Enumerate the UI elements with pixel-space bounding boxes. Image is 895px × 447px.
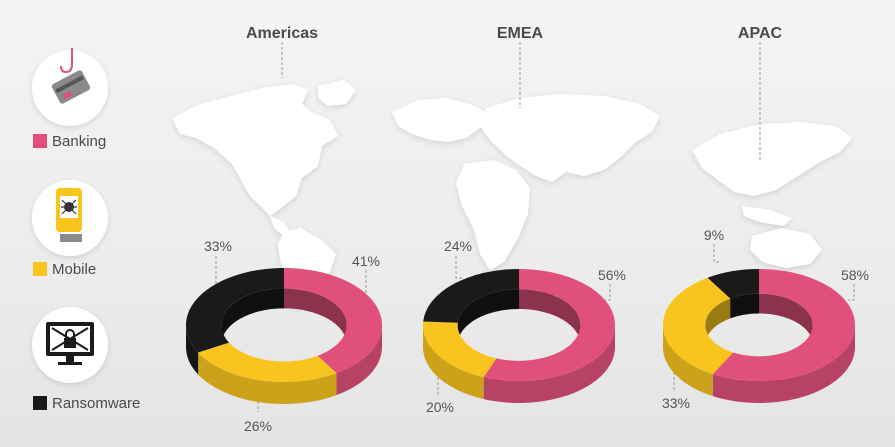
leader-apac-banking (848, 284, 855, 301)
greenland-landmass (318, 80, 356, 106)
legend-swatch-ransomware (33, 396, 47, 410)
donut-slice-ransomware (423, 269, 519, 323)
emea-mobile-label: 20% (426, 399, 454, 415)
donut-emea (422, 269, 616, 403)
legend-item-banking: Banking (32, 48, 108, 150)
donut-slice-mobile (198, 342, 337, 382)
emea-ransomware-label: 24% (444, 238, 472, 254)
donut-slice-ransomware (707, 269, 759, 299)
percent-labels: 41% 26% 33% 56% 20% 24% 58% 33% 9% (204, 227, 869, 434)
donut-apac (662, 269, 855, 403)
donut-inner-wall-ransomware (457, 289, 519, 343)
southeast-asia-islands (742, 206, 792, 226)
donut-slice-ransomware (186, 268, 284, 353)
legend-label-banking: Banking (52, 133, 106, 150)
donut-slice-banking (712, 269, 855, 381)
donut-slice-banking (284, 268, 382, 374)
americas-banking-label: 41% (352, 253, 380, 269)
locked-monitor-icon (46, 322, 94, 365)
donut-slice-banking (483, 269, 616, 381)
donut-inner-wall-banking (284, 288, 347, 345)
legend-label-mobile: Mobile (52, 261, 96, 278)
legend-swatch-banking (33, 134, 47, 148)
donut-inner-wall-banking (759, 293, 813, 345)
donut-side-mobile (198, 352, 337, 404)
region-title-emea: EMEA (497, 25, 544, 42)
legend-item-ransomware: Ransomware (32, 307, 140, 412)
donut-charts (186, 268, 855, 404)
phishing-card-icon (51, 48, 91, 104)
donut-inner-wall-mobile (705, 298, 731, 345)
legend: Banking Mobile (32, 48, 140, 412)
apac-ransomware-label: 9% (704, 227, 724, 243)
australia-landmass (750, 228, 822, 268)
donut-side-ransomware (186, 325, 199, 375)
donut-side-mobile (423, 325, 484, 400)
north-america-landmass (172, 84, 338, 216)
europe-landmass (392, 98, 486, 142)
donut-side-banking (712, 325, 855, 403)
infected-phone-icon (56, 188, 82, 242)
donut-inner-wall-banking (519, 289, 581, 345)
legend-label-ransomware: Ransomware (52, 395, 140, 412)
apac-mobile-label: 33% (662, 395, 690, 411)
leader-apac-ransomware (713, 244, 720, 263)
region-title-apac: APAC (738, 25, 783, 42)
legend-item-mobile: Mobile (32, 180, 108, 278)
americas-ransomware-label: 33% (204, 238, 232, 254)
central-america-landmass (270, 216, 290, 236)
donut-inner-wall-ransomware (221, 288, 284, 345)
emea-banking-label: 56% (598, 267, 626, 283)
apac-banking-label: 58% (841, 267, 869, 283)
donut-slice-mobile (422, 321, 497, 378)
leader-emea-banking (604, 284, 611, 301)
leader-emea-ransomware (455, 256, 462, 279)
donut-americas (186, 268, 382, 404)
donut-inner-wall-ransomware (730, 293, 759, 319)
donut-side-banking (336, 325, 382, 396)
donut-side-mobile (663, 325, 713, 397)
donut-slice-mobile (662, 277, 734, 375)
americas-mobile-label: 26% (244, 418, 272, 434)
region-title-americas: Americas (246, 25, 318, 42)
africa-landmass (456, 160, 530, 270)
east-asia-landmass (692, 122, 852, 196)
donut-side-banking (483, 325, 615, 403)
legend-swatch-mobile (33, 262, 47, 276)
asia-landmass (480, 94, 660, 182)
